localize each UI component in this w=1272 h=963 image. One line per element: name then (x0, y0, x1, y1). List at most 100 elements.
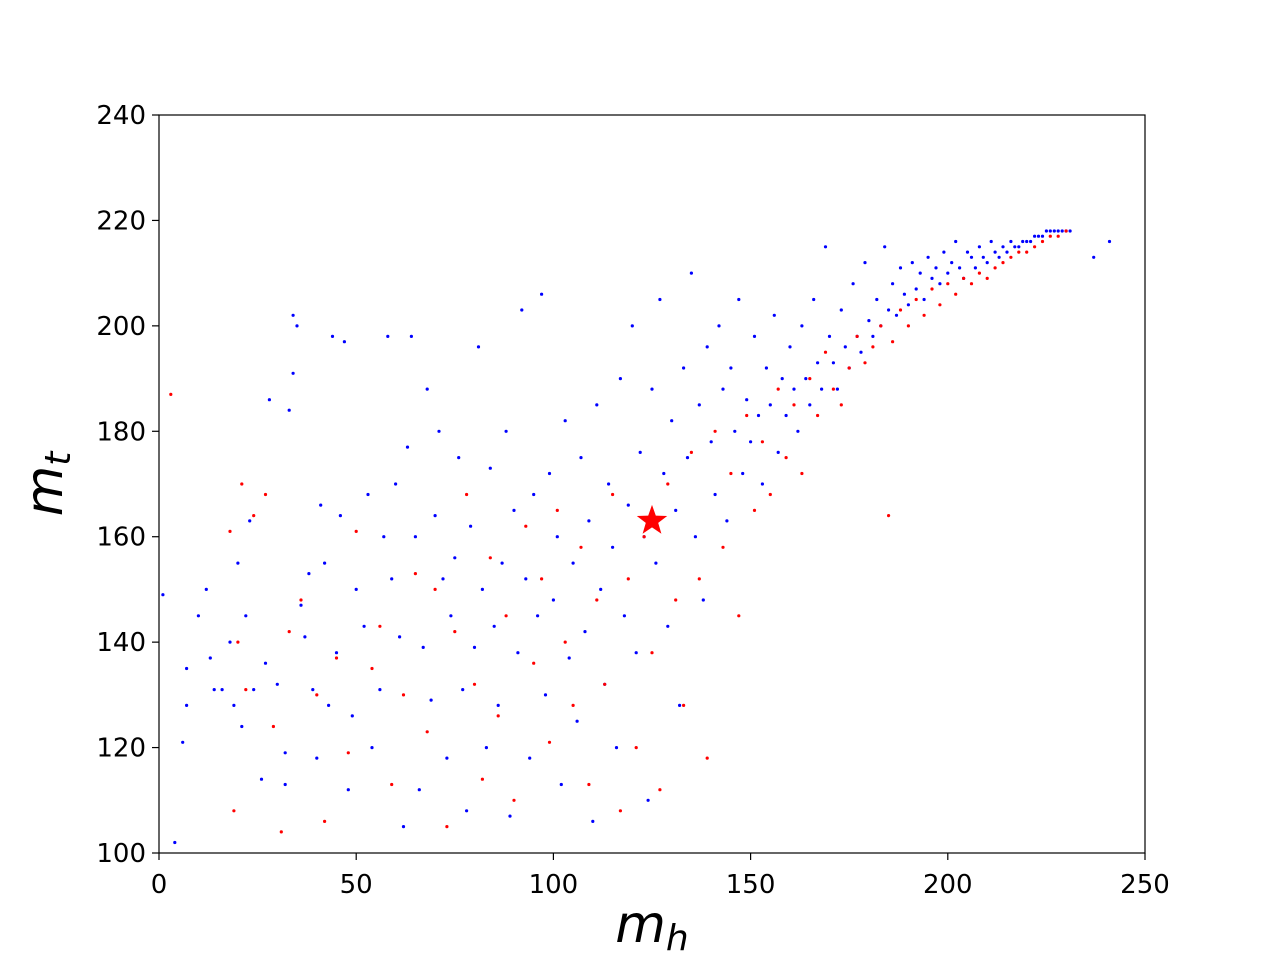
scatter-point-s0-129 (709, 440, 713, 444)
scatter-point-s0-207 (1017, 245, 1021, 249)
scatter-point-s1-83 (914, 297, 918, 302)
scatter-point-s0-69 (472, 645, 477, 650)
scatter-point-s1-76 (863, 361, 867, 365)
scatter-point-s0-167 (859, 350, 863, 354)
scatter-point-s0-76 (500, 561, 504, 565)
scatter-point-s1-74 (847, 366, 851, 370)
scatter-point-s1-17 (370, 666, 374, 671)
scatter-point-s0-68 (469, 524, 473, 528)
scatter-point-s0-75 (496, 703, 500, 708)
scatter-point-s1-43 (603, 682, 607, 686)
scatter-point-s0-52 (405, 445, 410, 449)
scatter-point-s0-66 (461, 688, 465, 692)
scatter-point-s1-8 (271, 724, 275, 729)
scatter-point-s0-85 (536, 614, 540, 618)
scatter-point-s1-49 (650, 651, 654, 655)
scatter-point-s0-220 (1068, 229, 1072, 233)
scatter-point-s0-118 (666, 624, 670, 628)
scatter-point-s0-216 (1052, 229, 1056, 233)
scatter-point-s0-19 (267, 398, 271, 402)
scatter-point-s1-79 (887, 514, 891, 518)
plot-frame (158, 114, 1146, 854)
scatter-point-s1-53 (682, 703, 686, 708)
y-tick-label: 160 (96, 523, 146, 553)
scatter-point-s0-210 (1029, 239, 1033, 244)
scatter-point-s1-61 (745, 413, 749, 418)
scatter-point-s0-92 (563, 419, 567, 423)
scatter-point-s1-4 (240, 482, 244, 486)
scatter-point-s0-55 (417, 788, 421, 792)
scatter-point-s1-82 (906, 324, 911, 328)
scatter-point-s1-91 (977, 271, 982, 275)
scatter-point-s0-138 (745, 398, 749, 402)
y-tick-label: 180 (96, 417, 146, 447)
scatter-point-s1-99 (1040, 239, 1045, 244)
scatter-point-s0-29 (307, 572, 311, 576)
scatter-point-s0-24 (291, 371, 295, 375)
scatter-point-s0-30 (311, 688, 315, 692)
scatter-point-s0-46 (382, 535, 386, 539)
scatter-point-s0-205 (1009, 239, 1013, 244)
scatter-point-s0-124 (689, 271, 694, 275)
scatter-point-s0-187 (938, 282, 942, 286)
scatter-point-s0-175 (891, 282, 895, 286)
scatter-point-s0-152 (800, 324, 804, 328)
scatter-point-s1-5 (244, 688, 248, 692)
star-marker (636, 504, 668, 534)
scatter-point-s0-8 (212, 688, 216, 692)
scatter-point-s1-31 (504, 614, 508, 618)
scatter-point-s1-15 (346, 751, 350, 755)
scatter-point-s0-17 (259, 777, 264, 781)
scatter-point-s0-83 (528, 756, 532, 760)
scatter-point-s1-70 (816, 413, 820, 418)
scatter-point-s0-163 (843, 345, 847, 349)
scatter-point-s0-136 (737, 297, 741, 302)
scatter-point-s0-35 (330, 334, 335, 338)
scatter-point-s0-200 (989, 239, 993, 244)
scatter-point-s1-32 (512, 798, 516, 802)
scatter-point-s0-40 (350, 714, 354, 718)
scatter-point-s1-10 (287, 630, 291, 634)
scatter-point-s1-22 (425, 730, 429, 734)
scatter-point-s0-137 (741, 471, 745, 476)
scatter-point-s1-45 (618, 809, 623, 813)
scatter-point-s0-147 (780, 377, 784, 381)
scatter-point-s0-41 (354, 587, 358, 592)
scatter-point-s0-63 (449, 614, 453, 618)
scatter-point-s0-32 (319, 503, 323, 507)
scatter-point-s1-87 (946, 282, 950, 286)
scatter-point-s1-93 (993, 266, 997, 270)
scatter-point-s0-28 (303, 635, 307, 639)
scatter-point-s0-116 (658, 297, 662, 302)
scatter-point-s0-94 (571, 561, 575, 565)
scatter-point-s1-14 (334, 656, 339, 660)
scatter-point-s0-161 (835, 387, 840, 391)
scatter-point-s1-52 (674, 598, 678, 602)
scatter-point-s0-222 (1107, 239, 1112, 244)
scatter-point-s1-62 (752, 508, 757, 512)
scatter-point-s0-125 (693, 535, 698, 539)
scatter-point-s1-98 (1033, 245, 1037, 249)
ticks-layer: 0 50 100 150 200 250 100 120 140 160 180 200 220 240 (96, 101, 1169, 900)
scatter-point-s1-19 (390, 782, 394, 787)
scatter-point-s1-67 (792, 403, 796, 407)
scatter-point-s0-56 (421, 645, 425, 650)
scatter-point-s0-107 (622, 614, 627, 618)
scatter-point-s0-104 (611, 545, 615, 549)
scatter-point-s0-204 (1005, 250, 1009, 254)
scatter-point-s0-206 (1013, 245, 1017, 249)
scatter-point-s1-41 (587, 782, 591, 787)
scatter-point-s0-21 (283, 751, 287, 755)
scatter-point-s1-47 (634, 746, 638, 750)
scatter-point-s0-156 (816, 361, 820, 365)
scatter-point-s1-64 (768, 492, 772, 497)
scatter-point-s1-25 (453, 630, 457, 634)
scatter-point-s0-27 (299, 603, 303, 607)
scatter-point-s1-92 (985, 276, 989, 280)
scatter-point-s1-57 (713, 429, 717, 433)
scatter-point-s1-36 (547, 740, 552, 744)
scatter-point-s0-88 (547, 471, 552, 476)
scatter-point-s1-29 (488, 556, 492, 560)
scatter-point-s0-72 (484, 746, 488, 750)
